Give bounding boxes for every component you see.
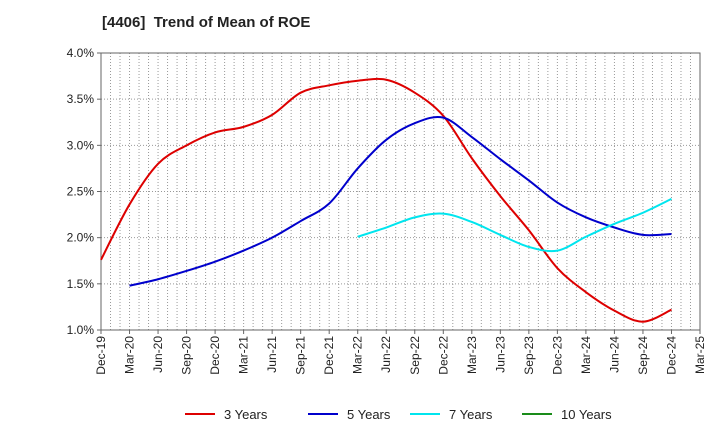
x-tick-label: Sep-20 [180, 336, 194, 375]
x-tick-label: Sep-23 [522, 336, 536, 375]
legend-label-7-years: 7 Years [449, 407, 493, 422]
legend-label-10-years: 10 Years [561, 407, 612, 422]
x-tick-label: Jun-24 [607, 336, 621, 373]
x-tick-label: Mar-24 [579, 336, 593, 374]
y-tick-label: 2.0% [67, 231, 95, 245]
series-line-7-years [357, 197, 672, 253]
x-tick-label: Jun-22 [379, 336, 393, 373]
y-tick-label: 4.0% [67, 46, 95, 60]
x-tick-label: Sep-21 [294, 336, 308, 375]
x-tick-label: Dec-23 [550, 336, 564, 375]
chart-title: [4406] Trend of Mean of ROE [102, 14, 311, 31]
x-tick-label: Jun-20 [151, 336, 165, 373]
x-tick-label: Dec-22 [436, 336, 450, 375]
series-line-5-years [129, 116, 672, 287]
plot-area-frame [100, 52, 701, 331]
x-tick-label: Mar-22 [351, 336, 365, 374]
series-line-3-years [100, 77, 672, 323]
legend-label-3-years: 3 Years [224, 407, 268, 422]
y-tick-label: 1.5% [67, 277, 95, 291]
y-tick-label: 2.5% [67, 185, 95, 199]
x-tick-label: Dec-24 [664, 336, 678, 375]
x-tick-label: Sep-24 [636, 336, 650, 375]
x-tick-label: Sep-22 [408, 336, 422, 375]
legend-label-5-years: 5 Years [347, 407, 391, 422]
x-tick-label: Mar-20 [123, 336, 137, 374]
x-tick-label: Jun-21 [265, 336, 279, 373]
x-tick-label: Mar-23 [465, 336, 479, 374]
y-tick-label: 1.0% [67, 323, 95, 337]
y-tick-label: 3.5% [67, 92, 95, 106]
x-tick-label: Dec-20 [208, 336, 222, 375]
x-tick-label: Jun-23 [493, 336, 507, 373]
x-tick-label: Mar-21 [237, 336, 251, 374]
x-tick-label: Dec-19 [94, 336, 108, 375]
y-tick-label: 3.0% [67, 138, 95, 152]
x-tick-label: Dec-21 [322, 336, 336, 375]
x-tick-label: Mar-25 [693, 336, 707, 374]
